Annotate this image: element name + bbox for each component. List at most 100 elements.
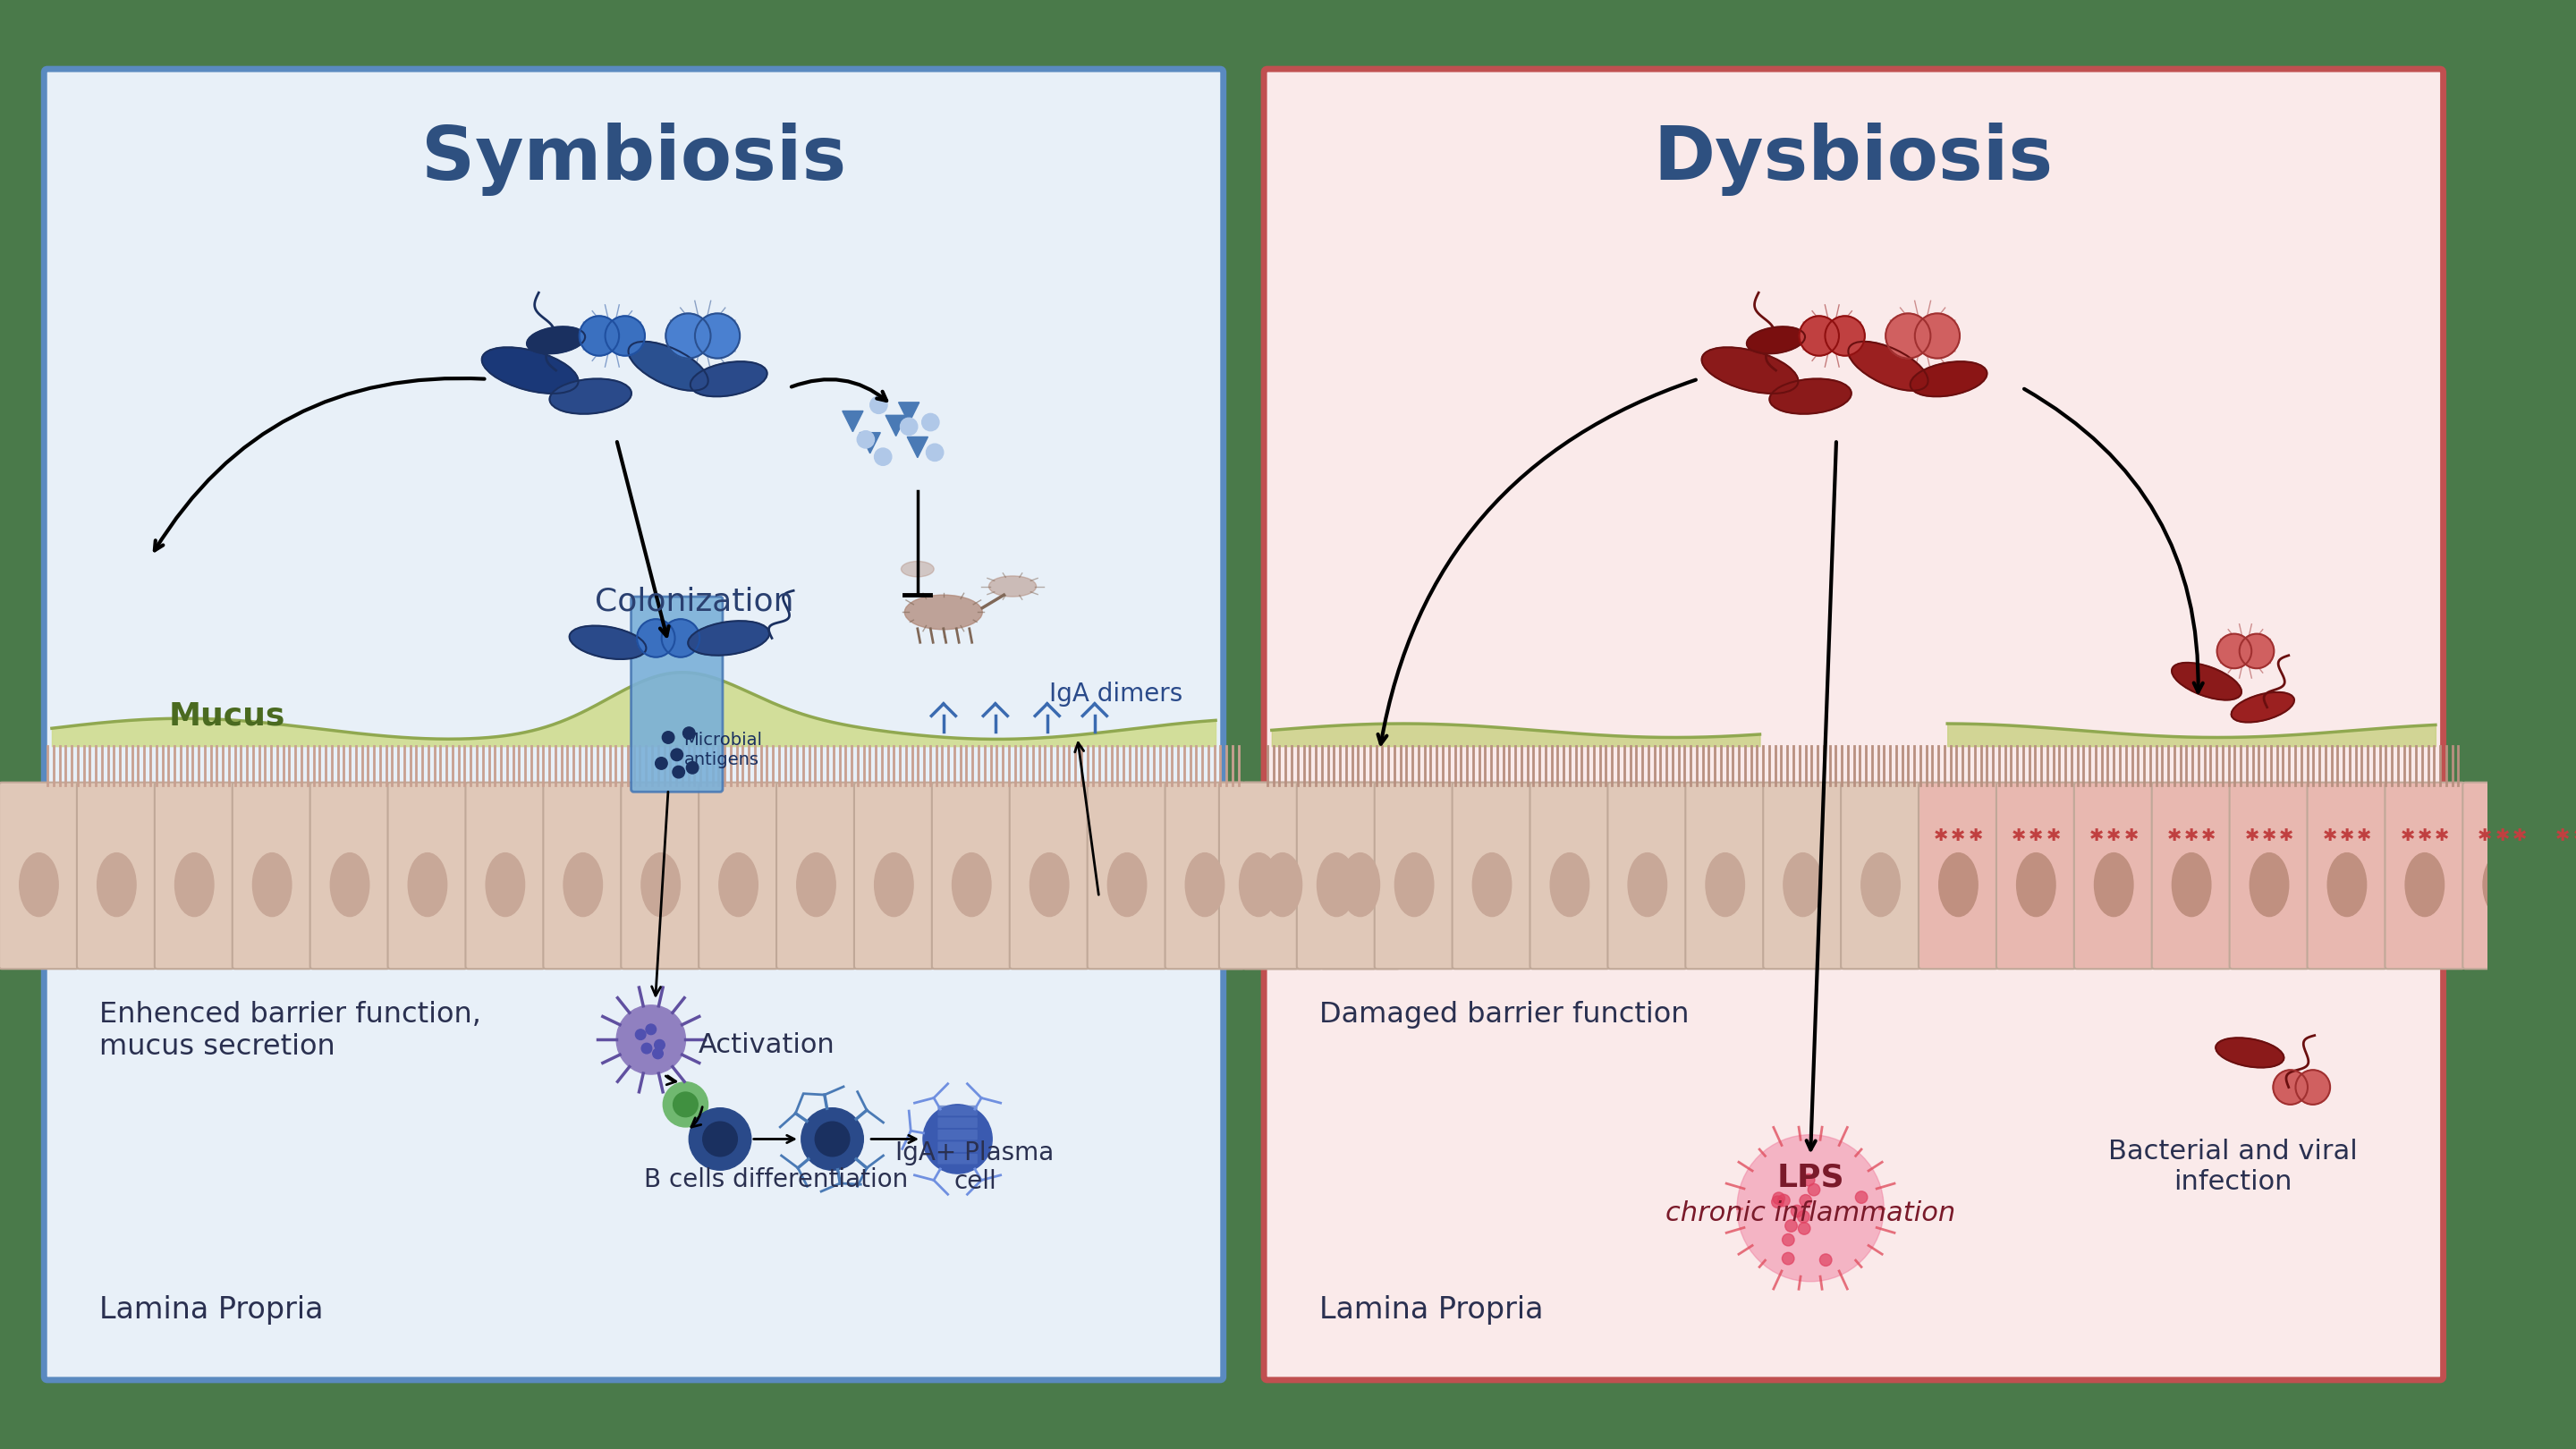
Ellipse shape (629, 342, 708, 391)
Text: Activation: Activation (698, 1032, 835, 1058)
Circle shape (801, 1108, 863, 1171)
Ellipse shape (989, 575, 1036, 597)
FancyBboxPatch shape (2463, 782, 2543, 969)
FancyBboxPatch shape (855, 782, 933, 969)
Circle shape (672, 1093, 698, 1117)
Ellipse shape (175, 853, 214, 916)
Ellipse shape (688, 622, 770, 655)
Ellipse shape (549, 378, 631, 414)
FancyBboxPatch shape (938, 1117, 976, 1127)
Ellipse shape (482, 348, 577, 394)
Circle shape (685, 762, 698, 774)
Ellipse shape (1847, 342, 1927, 391)
Polygon shape (842, 412, 863, 432)
FancyBboxPatch shape (1265, 70, 2442, 1379)
Text: Bacterial and viral
infection: Bacterial and viral infection (2107, 1139, 2357, 1195)
Circle shape (1824, 316, 1865, 355)
Circle shape (662, 1082, 708, 1127)
Text: ✱: ✱ (2184, 827, 2200, 845)
Polygon shape (907, 438, 927, 458)
Circle shape (858, 430, 873, 448)
Ellipse shape (1239, 853, 1278, 916)
Text: ✱: ✱ (2107, 827, 2120, 845)
FancyBboxPatch shape (544, 782, 623, 969)
Text: Microbial
antigens: Microbial antigens (683, 732, 762, 769)
Circle shape (873, 448, 891, 465)
Text: ✱: ✱ (2555, 827, 2571, 845)
Circle shape (1829, 1237, 1839, 1250)
FancyBboxPatch shape (938, 1153, 976, 1164)
FancyBboxPatch shape (1242, 782, 1321, 969)
FancyBboxPatch shape (1376, 782, 1453, 969)
Ellipse shape (2215, 1037, 2285, 1068)
Text: ✱: ✱ (2089, 827, 2105, 845)
Circle shape (1790, 1214, 1803, 1226)
Ellipse shape (1911, 362, 1986, 397)
Circle shape (922, 1104, 992, 1174)
Circle shape (636, 1029, 647, 1040)
FancyBboxPatch shape (1321, 782, 1399, 969)
Ellipse shape (2249, 853, 2287, 916)
Ellipse shape (719, 853, 757, 916)
Ellipse shape (2561, 853, 2576, 916)
Ellipse shape (2231, 693, 2295, 722)
FancyBboxPatch shape (1607, 782, 1687, 969)
Ellipse shape (252, 853, 291, 916)
Text: Enhenced barrier function,
mucus secretion: Enhenced barrier function, mucus secreti… (100, 1001, 482, 1061)
Circle shape (1816, 1201, 1829, 1213)
Ellipse shape (1030, 853, 1069, 916)
Circle shape (814, 1122, 850, 1156)
Circle shape (899, 417, 917, 435)
Polygon shape (886, 416, 907, 436)
Circle shape (922, 413, 940, 430)
Circle shape (927, 443, 943, 461)
Ellipse shape (690, 362, 768, 397)
FancyBboxPatch shape (698, 782, 778, 969)
Circle shape (1795, 1219, 1806, 1230)
Ellipse shape (2329, 853, 2367, 916)
FancyBboxPatch shape (232, 782, 312, 969)
Text: ✱: ✱ (2166, 827, 2182, 845)
Text: ✱: ✱ (2030, 827, 2043, 845)
Text: Colonization: Colonization (595, 587, 793, 616)
Text: ✱: ✱ (1935, 827, 1947, 845)
FancyBboxPatch shape (938, 1142, 976, 1152)
Ellipse shape (330, 853, 368, 916)
Ellipse shape (1770, 378, 1852, 414)
Circle shape (616, 1006, 685, 1074)
Ellipse shape (641, 853, 680, 916)
Circle shape (1798, 316, 1839, 355)
Circle shape (1793, 1193, 1806, 1204)
Circle shape (654, 1040, 665, 1051)
Text: ✱: ✱ (2045, 827, 2061, 845)
FancyBboxPatch shape (1842, 782, 1919, 969)
FancyBboxPatch shape (77, 782, 157, 969)
FancyBboxPatch shape (1010, 782, 1090, 969)
Circle shape (703, 1122, 737, 1156)
Text: ✱: ✱ (2496, 827, 2509, 845)
Ellipse shape (564, 853, 603, 916)
FancyBboxPatch shape (2074, 782, 2154, 969)
Text: ✱: ✱ (2244, 827, 2259, 845)
Ellipse shape (2172, 853, 2210, 916)
Ellipse shape (1940, 853, 1978, 916)
Text: ✱: ✱ (2280, 827, 2293, 845)
Text: Dysbiosis: Dysbiosis (1654, 122, 2053, 196)
FancyBboxPatch shape (2151, 782, 2231, 969)
Ellipse shape (796, 853, 835, 916)
Ellipse shape (1551, 853, 1589, 916)
Ellipse shape (569, 626, 647, 659)
Ellipse shape (1185, 853, 1224, 916)
Ellipse shape (98, 853, 137, 916)
Text: Mucus: Mucus (167, 701, 286, 732)
FancyBboxPatch shape (1164, 782, 1244, 969)
FancyBboxPatch shape (0, 782, 80, 969)
Ellipse shape (1342, 853, 1381, 916)
Polygon shape (860, 433, 881, 454)
FancyBboxPatch shape (2385, 782, 2465, 969)
FancyBboxPatch shape (44, 70, 1224, 1379)
Text: ✱: ✱ (1950, 827, 1965, 845)
FancyBboxPatch shape (2228, 782, 2308, 969)
Ellipse shape (1705, 853, 1744, 916)
FancyBboxPatch shape (155, 782, 234, 969)
